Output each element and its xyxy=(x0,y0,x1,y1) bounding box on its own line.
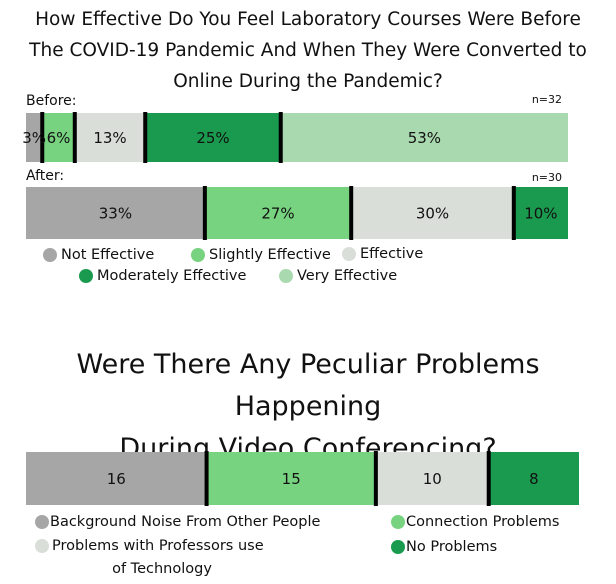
chart1-title-line: How Effective Do You Feel Laboratory Cou… xyxy=(35,9,581,30)
data-label: 33% xyxy=(99,205,132,223)
legend-marker xyxy=(391,540,405,554)
data-label: 53% xyxy=(408,129,441,147)
chart1-title-line: Online During the Pandemic? xyxy=(173,71,443,92)
legend-marker xyxy=(35,515,49,529)
data-label: 10 xyxy=(423,470,442,488)
bar-label-before: Before: xyxy=(26,93,77,109)
bar-separator xyxy=(511,186,516,240)
legend-label: Very Effective xyxy=(297,268,397,284)
legend-label: Slightly Effective xyxy=(209,247,331,263)
legend-label: Connection Problems xyxy=(406,514,560,530)
bar-segment-2-0-2 xyxy=(375,452,489,505)
n-label-before: n=32 xyxy=(532,93,562,106)
bar-segment-1-0-3 xyxy=(145,113,281,162)
bar-separator xyxy=(40,112,45,163)
bar-segment-1-1-0 xyxy=(26,187,205,239)
bar-segment-2-0-0 xyxy=(26,452,207,505)
bar-segment-1-1-2 xyxy=(351,187,514,239)
data-label: 25% xyxy=(196,129,229,147)
bar-separator xyxy=(373,451,378,506)
legend-marker xyxy=(35,539,49,553)
chart1-title: How Effective Do You Feel Laboratory Cou… xyxy=(0,4,616,97)
data-label: 8 xyxy=(529,470,539,488)
bar-separator xyxy=(143,112,148,163)
legend-label: Moderately Effective xyxy=(97,268,247,284)
bar-separator xyxy=(204,451,209,506)
bar-segment-1-0-0 xyxy=(26,113,43,162)
bar-segment-1-0-2 xyxy=(74,113,146,162)
bar-label-after: After: xyxy=(26,168,64,184)
legend-label: Problems with Professors use xyxy=(52,538,264,554)
legend-marker xyxy=(191,248,205,262)
data-label: 15 xyxy=(282,470,301,488)
legend-label: Effective xyxy=(360,246,423,262)
data-label: 3% xyxy=(22,129,46,147)
legend-label: Not Effective xyxy=(61,247,154,263)
legend-marker xyxy=(79,269,93,283)
bar-segment-1-0-4 xyxy=(280,113,568,162)
data-label: 27% xyxy=(261,205,294,223)
bar-separator xyxy=(202,186,207,240)
legend-marker xyxy=(279,269,293,283)
bar-separator xyxy=(72,112,77,163)
data-label: 10% xyxy=(524,205,557,223)
bar-segment-1-1-3 xyxy=(513,187,568,239)
bar-segment-1-1-1 xyxy=(204,187,352,239)
data-label: 13% xyxy=(93,129,126,147)
bar-separator xyxy=(349,186,354,240)
legend-marker xyxy=(43,248,57,262)
bar-segment-1-0-1 xyxy=(42,113,75,162)
legend-label: Background Noise From Other People xyxy=(50,514,321,530)
n-label-after: n=30 xyxy=(532,171,562,184)
legend-marker xyxy=(342,247,356,261)
bar-separator xyxy=(486,451,491,506)
bar-segment-2-0-1 xyxy=(206,452,376,505)
data-label: 16 xyxy=(107,470,126,488)
data-label: 6% xyxy=(47,129,71,147)
data-label: 30% xyxy=(416,205,449,223)
chart1-title-line: The COVID-19 Pandemic And When They Were… xyxy=(29,40,587,61)
legend-label: of Technology xyxy=(112,561,212,577)
legend-label: No Problems xyxy=(406,539,497,555)
bar-separator xyxy=(278,112,283,163)
chart2-title-line: Were There Any Peculiar Problems Happeni… xyxy=(76,349,540,422)
legend-marker xyxy=(391,515,405,529)
bar-segment-2-0-3 xyxy=(488,452,579,505)
